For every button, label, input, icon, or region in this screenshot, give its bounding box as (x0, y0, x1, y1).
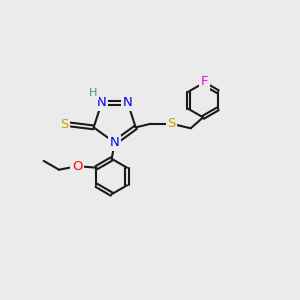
Text: N: N (123, 96, 133, 109)
Text: S: S (60, 118, 68, 131)
Text: H: H (89, 88, 98, 98)
Text: S: S (167, 117, 176, 130)
Text: N: N (97, 96, 106, 109)
Text: F: F (201, 75, 208, 88)
Text: N: N (110, 136, 119, 149)
Text: O: O (72, 160, 83, 173)
